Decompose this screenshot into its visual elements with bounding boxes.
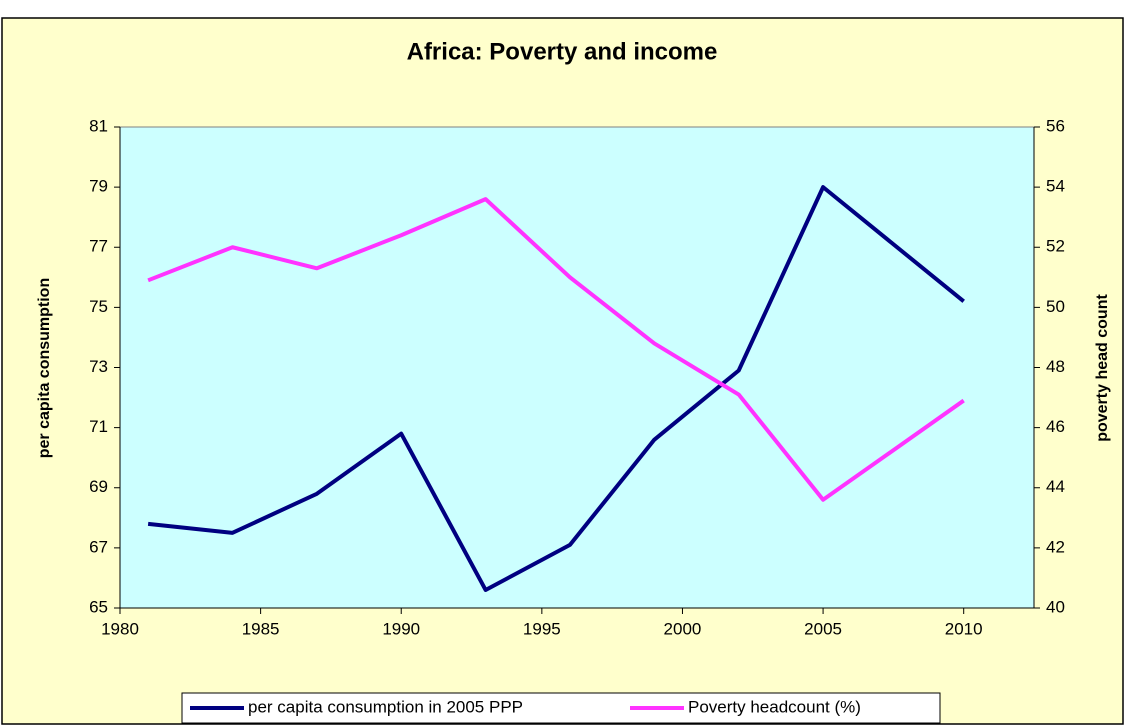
y-tick-label: 79 — [89, 177, 108, 196]
x-tick-label: 1980 — [101, 619, 139, 638]
x-tick-label: 1985 — [242, 619, 280, 638]
series-line — [147, 197, 965, 502]
y2-tick-label: 44 — [1046, 477, 1065, 496]
legend-label: Poverty headcount (%) — [688, 697, 861, 716]
x-tick-label: 2005 — [804, 619, 842, 638]
y2-tick-label: 48 — [1046, 357, 1065, 376]
y-tick-label: 65 — [89, 597, 108, 616]
legend — [181, 692, 941, 724]
y-tick-label: 73 — [89, 357, 108, 376]
legend-label: per capita consumption in 2005 PPP — [248, 697, 523, 716]
y2-tick-label: 46 — [1046, 417, 1065, 436]
y-tick-label: 77 — [89, 237, 108, 256]
plot-area — [119, 126, 1035, 609]
y-tick-label: 69 — [89, 477, 108, 496]
series-line — [147, 185, 965, 592]
x-tick-label: 1995 — [523, 619, 561, 638]
y-tick-label: 81 — [89, 116, 108, 135]
y-axis-label: per capita consumption — [36, 278, 53, 458]
y2-tick-label: 40 — [1046, 597, 1065, 616]
y2-tick-label: 54 — [1046, 177, 1065, 196]
y-tick-label: 75 — [89, 297, 108, 316]
x-tick-label: 2010 — [945, 619, 983, 638]
y2-axis-label: poverty head count — [1094, 294, 1111, 442]
y-tick-label: 67 — [89, 537, 108, 556]
y2-tick-label: 42 — [1046, 537, 1065, 556]
y2-tick-label: 52 — [1046, 237, 1065, 256]
x-tick-label: 1990 — [382, 619, 420, 638]
chart-title: Africa: Poverty and income — [407, 38, 718, 65]
x-tick-label: 2000 — [664, 619, 702, 638]
y2-tick-label: 56 — [1046, 116, 1065, 135]
y2-tick-label: 50 — [1046, 297, 1065, 316]
y-tick-label: 71 — [89, 417, 108, 436]
